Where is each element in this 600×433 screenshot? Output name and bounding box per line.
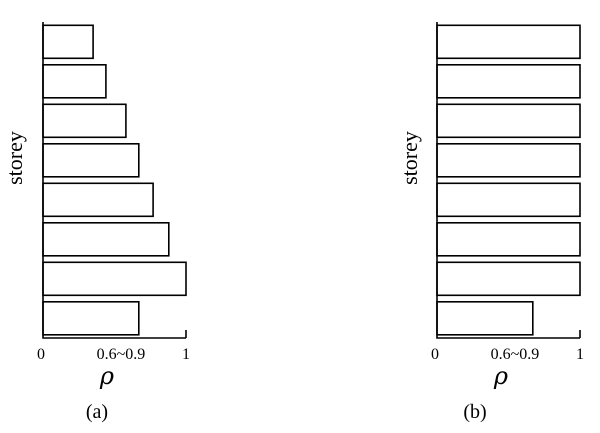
panel-a-x-axis-label: ρ <box>99 362 114 390</box>
panel-b-bars <box>436 24 581 336</box>
panel-a-bars <box>42 24 187 336</box>
bar-storey-3 <box>42 222 170 257</box>
panel-a-tick-mid: 0.6~0.9 <box>97 346 146 363</box>
panel-b-axis <box>436 22 581 339</box>
panel-a-tick-1: 1 <box>182 346 190 363</box>
bar-storey-6 <box>42 103 127 139</box>
panel-b-tick-1: 1 <box>576 346 584 363</box>
bar-storey-4 <box>436 182 581 218</box>
bar-storey-4 <box>42 182 154 218</box>
bar-storey-1 <box>42 300 140 336</box>
panel-b-tick-0: 0 <box>431 346 439 363</box>
panel-b: 0 0.6~0.9 1 ρ storey (b) <box>397 22 584 423</box>
bar-storey-8 <box>42 24 94 60</box>
bar-storey-7 <box>42 64 107 99</box>
bar-storey-8 <box>436 24 581 60</box>
panel-b-y-axis-label: storey <box>397 131 422 185</box>
bar-storey-1 <box>436 300 534 336</box>
bar-storey-5 <box>42 143 140 178</box>
panel-a-axis <box>42 22 187 339</box>
panel-b-label: (b) <box>463 401 486 423</box>
bar-storey-2 <box>436 261 581 297</box>
bar-storey-2 <box>42 261 187 297</box>
panel-a-y-axis-label: storey <box>2 131 27 185</box>
panel-a-tick-0: 0 <box>37 346 45 363</box>
panel-a-label: (a) <box>86 401 108 423</box>
panel-a: 0 0.6~0.9 1 ρ storey (a) <box>2 22 190 423</box>
bar-storey-6 <box>436 103 581 139</box>
bar-storey-5 <box>436 143 581 178</box>
bar-storey-7 <box>436 64 581 99</box>
panel-b-tick-mid: 0.6~0.9 <box>491 346 540 363</box>
panel-b-x-axis-label: ρ <box>493 362 508 390</box>
bar-storey-3 <box>436 222 581 257</box>
